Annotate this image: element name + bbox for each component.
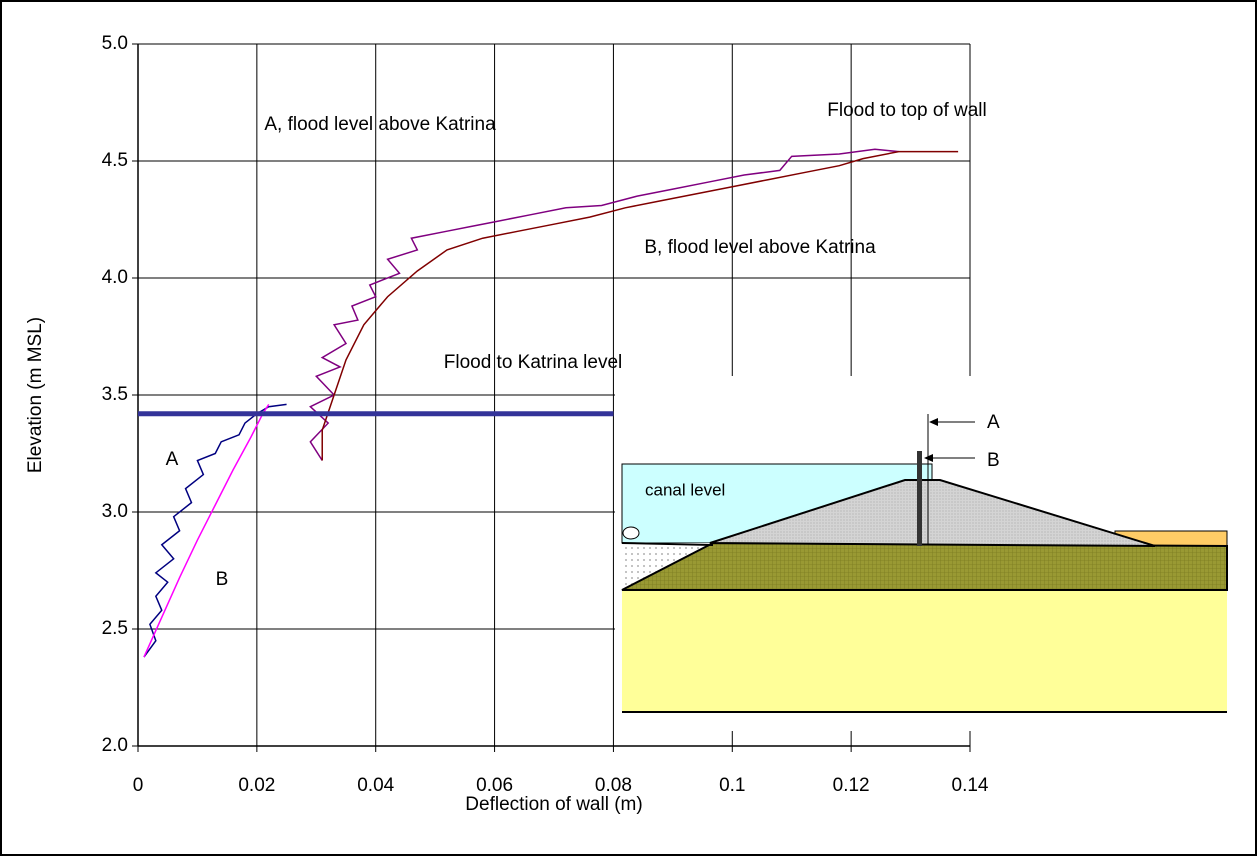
plot-area: 0 0.02 0.04 0.06 0.08 0.1 0.12 0.14 2.0 2.5 3.0 3.5… (102, 33, 989, 796)
arrowhead (924, 454, 933, 462)
y-axis-label: Elevation (m MSL) (25, 317, 46, 473)
clay-layer (622, 590, 1227, 712)
y-tick-label: 5.0 (102, 33, 128, 54)
data-line (321, 150, 959, 461)
x-axis-label: Deflection of wall (m) (465, 794, 642, 815)
x-tick-label: 0.08 (595, 775, 632, 796)
data-line (143, 403, 270, 658)
marsh-layer (621, 541, 1228, 591)
y-tick-label: 3.0 (102, 501, 128, 522)
series-label: A (166, 449, 179, 470)
y-tick-label: 4.0 (102, 267, 128, 288)
series-label: B, flood level above Katrina (644, 237, 876, 258)
arrowhead (929, 418, 938, 426)
y-tick-label: 4.5 (102, 150, 128, 171)
y-tick-label: 3.5 (102, 384, 128, 405)
annotation: Flood to top of wall (827, 100, 986, 121)
levee (709, 479, 1156, 547)
series-label: Flood to Katrina level (444, 352, 623, 373)
inset-label: canal level (645, 480, 725, 499)
x-tick-label: 0.02 (238, 775, 275, 796)
x-tick-label: 0.04 (357, 775, 394, 796)
x-tick-label: 0.06 (476, 775, 513, 796)
inset-diagram: A B canal level (615, 376, 1245, 731)
series-label: A, flood level above Katrina (264, 114, 496, 135)
layer-line (621, 542, 714, 546)
inset-label: B (987, 450, 1000, 471)
data-line (309, 148, 899, 461)
pipe (622, 526, 640, 540)
x-tick-label: 0 (133, 775, 144, 796)
data-line (143, 403, 287, 658)
x-tick-label: 0.1 (719, 775, 745, 796)
floodwall (917, 451, 922, 546)
y-tick-label: 2.0 (102, 735, 128, 756)
x-tick-label: 0.14 (952, 775, 989, 796)
x-tick-label: 0.12 (833, 775, 870, 796)
inset-label: A (987, 412, 1000, 433)
y-tick-label: 2.5 (102, 618, 128, 639)
series-label: B (216, 569, 229, 590)
